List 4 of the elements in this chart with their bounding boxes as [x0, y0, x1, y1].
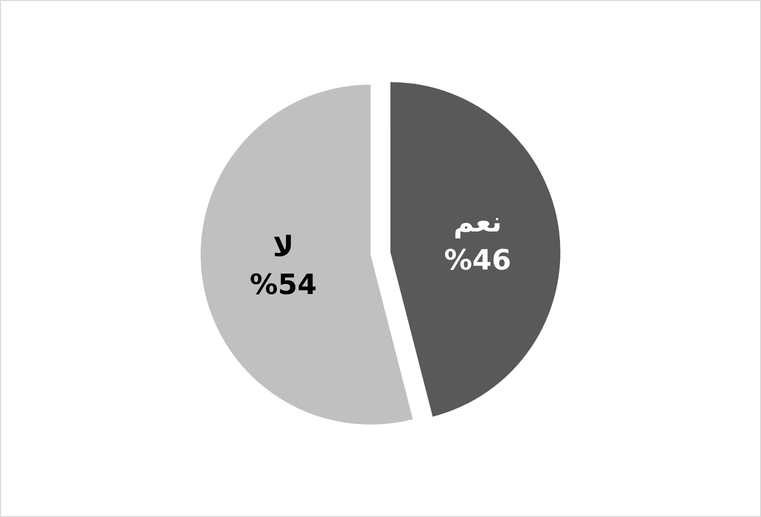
data-label: %54: [250, 268, 317, 302]
slice-label: لا: [272, 230, 294, 264]
data-label: %46: [444, 244, 512, 277]
slice-label: نعم: [454, 206, 502, 239]
